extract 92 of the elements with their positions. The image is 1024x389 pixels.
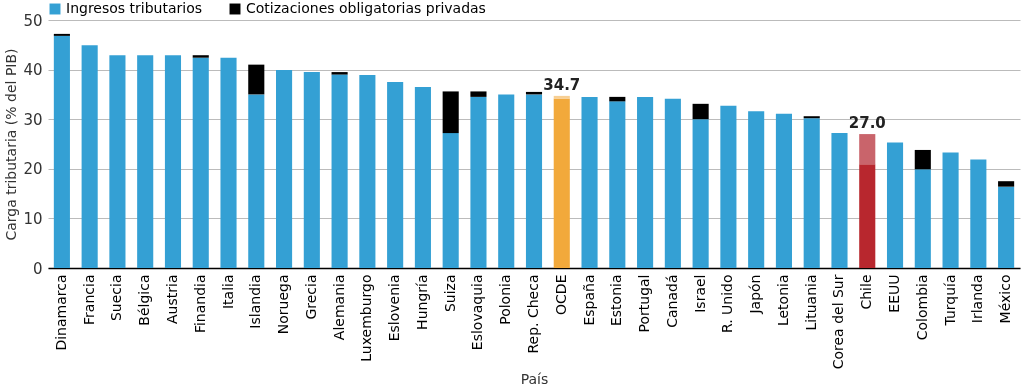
- y-tick-label: 0: [32, 259, 43, 278]
- x-tick-label: EEUU: [886, 274, 903, 313]
- bar: [998, 181, 1015, 187]
- bar: [442, 91, 459, 134]
- bar: [192, 55, 209, 58]
- x-tick-label: México: [997, 274, 1014, 324]
- bar: [276, 70, 293, 268]
- bar: [414, 86, 431, 268]
- x-tick-label: Irlanda: [969, 274, 986, 324]
- x-tick-label: Luxemburgo: [358, 274, 375, 362]
- bar: [109, 55, 126, 268]
- x-tick-label: Italia: [219, 274, 236, 310]
- bar: [859, 164, 876, 268]
- bar: [831, 133, 848, 268]
- x-tick-label: Alemania: [330, 274, 347, 341]
- bar: [609, 101, 626, 268]
- bar: [81, 45, 98, 268]
- x-tick-label: Chile: [858, 274, 875, 310]
- x-tick-label: Francia: [80, 274, 97, 325]
- bar: [192, 57, 209, 268]
- bar: [581, 96, 598, 268]
- bar: [914, 149, 931, 170]
- bar: [331, 72, 348, 75]
- legend-label: Cotizaciones obligatorias privadas: [246, 0, 486, 16]
- x-tick-label: Colombia: [913, 274, 930, 341]
- bar: [886, 142, 904, 268]
- x-tick-label: Canadá: [663, 274, 680, 328]
- x-tick-label: España: [580, 274, 597, 326]
- bar: [914, 169, 931, 268]
- bar: [525, 94, 543, 268]
- bar: [387, 82, 404, 268]
- x-tick-label: Japón: [747, 274, 764, 315]
- x-tick-label: Finandia: [191, 274, 208, 334]
- x-tick-label: Grecia: [302, 274, 319, 320]
- bar: [137, 55, 154, 268]
- y-tick-label: 20: [23, 160, 43, 179]
- bar: [470, 96, 487, 268]
- x-tick-label: Corea del Sur: [830, 274, 847, 370]
- bar: [720, 105, 737, 268]
- x-tick-label: Austria: [163, 274, 180, 324]
- bar: [859, 134, 876, 165]
- bar: [942, 152, 959, 268]
- x-tick-label: Polonia: [497, 274, 514, 325]
- bar: [164, 55, 182, 268]
- x-tick-label: OCDE: [552, 274, 569, 315]
- bar: [248, 64, 265, 95]
- x-tick-label: Suecia: [108, 274, 125, 322]
- bar: [498, 94, 515, 268]
- y-tick-label: 10: [23, 209, 43, 228]
- x-tick-label: Suiza: [441, 274, 458, 313]
- bar: [220, 57, 237, 268]
- bar: [637, 96, 654, 268]
- x-tick-label: Letonia: [774, 274, 791, 327]
- x-tick-label: Estonia: [608, 274, 625, 327]
- x-tick-label: Lituania: [802, 274, 819, 331]
- y-axis-title: Carga tributaria (% del PIB): [3, 48, 20, 241]
- bar: [692, 119, 709, 268]
- y-tick-label: 30: [23, 110, 43, 129]
- bar: [553, 95, 570, 99]
- x-tick-label: Eslovaquia: [469, 274, 486, 351]
- x-tick-label: Dinamarca: [52, 274, 69, 351]
- x-tick-label: Noruega: [275, 274, 292, 335]
- bar: [359, 75, 376, 268]
- x-tick-label: Hungría: [413, 274, 430, 330]
- bar: [553, 98, 570, 268]
- x-tick-label: Rep. Checa: [525, 274, 541, 354]
- bar: [664, 98, 681, 268]
- bar: [998, 186, 1015, 268]
- bar: [775, 113, 792, 268]
- y-tick-label: 50: [23, 11, 43, 30]
- x-tick-label: Islandia: [247, 274, 264, 329]
- bar: [248, 94, 265, 268]
- bar: [692, 103, 709, 120]
- x-tick-label: Israel: [691, 274, 708, 313]
- legend-label: Ingresos tributarios: [66, 0, 203, 16]
- bar: [470, 91, 487, 97]
- x-tick-label: Turquía: [941, 274, 958, 327]
- x-tick-label: Eslovenia: [386, 274, 403, 342]
- x-tick-label: Bélgica: [136, 274, 153, 326]
- y-tick-label: 40: [23, 61, 43, 80]
- total-label: 34.7: [543, 75, 581, 94]
- bar: [331, 74, 348, 268]
- bar: [803, 118, 820, 268]
- bar: [442, 133, 459, 268]
- x-tick-label: R. Unido: [719, 274, 736, 334]
- total-label: 27.0: [848, 114, 886, 133]
- bar: [748, 111, 765, 268]
- bar: [970, 159, 987, 268]
- bar: [303, 72, 320, 268]
- x-tick-label: Portugal: [636, 274, 653, 333]
- x-axis-title: País: [520, 371, 549, 388]
- bar: [53, 35, 70, 268]
